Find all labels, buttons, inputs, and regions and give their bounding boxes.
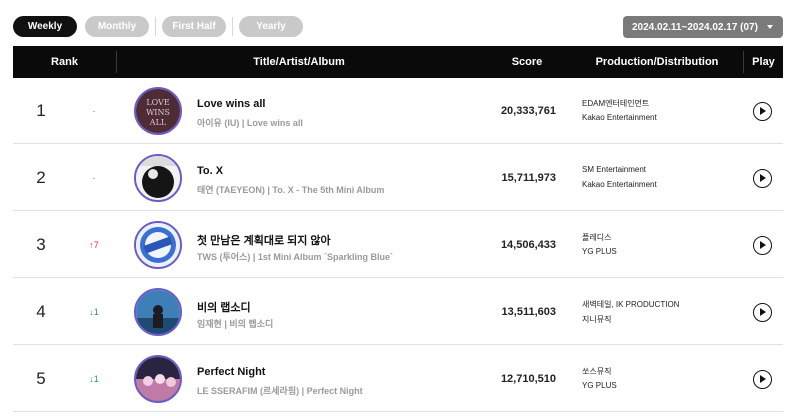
column-header-score: Score	[511, 56, 543, 68]
svg-text:WINS: WINS	[146, 108, 170, 117]
play-icon[interactable]	[753, 370, 772, 389]
rank-change: ↓1	[89, 374, 99, 384]
rank-change: -	[92, 173, 96, 183]
album-art	[134, 288, 182, 336]
rank-number: 3	[36, 235, 46, 254]
date-range-select[interactable]: 2024.02.11~2024.02.17 (07)	[623, 16, 783, 38]
distribution-company: Kakao Entertainment	[582, 180, 657, 189]
tab-divider	[232, 17, 233, 36]
header-divider	[743, 51, 744, 73]
production-company: SM Entertainment	[582, 165, 647, 174]
header-divider	[116, 51, 117, 73]
column-header-production: Production/Distribution	[595, 56, 719, 68]
song-title[interactable]: 비의 랩소디	[197, 302, 251, 314]
tab-divider	[155, 17, 156, 36]
chart-row: 3 ↑7 첫 만남은 계획대로 되지 않아 TWS (투어스) | 1st Mi…	[13, 212, 783, 278]
score-value: 12,710,510	[500, 373, 556, 385]
artist-album: LE SSERAFIM (르세라핌) | Perfect Night	[197, 386, 363, 396]
play-icon[interactable]	[753, 236, 772, 255]
song-title[interactable]: Love wins all	[197, 98, 266, 110]
song-title[interactable]: 첫 만남은 계획대로 되지 않아	[197, 235, 331, 247]
tab-monthly[interactable]: Monthly	[85, 16, 149, 37]
chart-row: 5 ↓1 Perfect Night LE SSERAFIM (르세라핌) | …	[13, 346, 783, 412]
score-value: 13,511,603	[501, 306, 556, 318]
album-art: LOVE WINS ALL	[134, 87, 182, 135]
rank-change: -	[92, 106, 96, 116]
distribution-company: 지니뮤직	[582, 315, 612, 324]
rank-change: ↑7	[89, 240, 99, 250]
tab-yearly[interactable]: Yearly	[239, 16, 303, 37]
rank-number: 2	[36, 168, 46, 187]
artist-album: 아이유 (IU) | Love wins all	[197, 118, 303, 128]
production-company: EDAM엔터테인먼트	[582, 99, 650, 108]
artist-album: TWS (투어스) | 1st Mini Album `Sparkling Bl…	[197, 252, 394, 262]
table-header: Rank Title/Artist/Album Score Production…	[13, 46, 783, 78]
tab-first-half[interactable]: First Half	[162, 16, 226, 37]
production-company: 새벽테일, IK PRODUCTION	[582, 300, 680, 309]
artist-album: 태연 (TAEYEON) | To. X - The 5th Mini Albu…	[197, 185, 385, 195]
score-value: 14,506,433	[500, 239, 556, 251]
rank-number: 5	[36, 369, 46, 388]
rank-number: 4	[36, 302, 46, 321]
production-company: 플레디스	[582, 233, 612, 242]
play-icon[interactable]	[753, 102, 772, 121]
rank-number: 1	[36, 101, 46, 120]
date-range-value: 2024.02.11~2024.02.17 (07)	[632, 21, 758, 33]
distribution-company: Kakao Entertainment	[582, 113, 657, 122]
production-company: 쏘스뮤직	[582, 367, 612, 376]
period-tabs: Weekly Monthly First Half Yearly	[13, 16, 303, 37]
chart-row: 2 - To. X 태연 (TAEYEON) | To. X - The 5th…	[13, 145, 783, 211]
album-art	[134, 355, 182, 403]
score-value: 15,711,973	[501, 172, 556, 184]
play-icon[interactable]	[753, 169, 772, 188]
column-header-title: Title/Artist/Album	[253, 56, 345, 68]
artist-album: 임재현 | 비의 랩소디	[197, 319, 274, 329]
column-header-rank: Rank	[51, 56, 78, 68]
tab-weekly[interactable]: Weekly	[13, 16, 77, 37]
distribution-company: YG PLUS	[582, 381, 617, 390]
album-art	[134, 154, 182, 202]
album-art	[134, 221, 182, 269]
song-title[interactable]: To. X	[197, 165, 224, 177]
chart-row: 1 - LOVE WINS ALL Love wins all 아이유 (IU)…	[13, 78, 783, 144]
play-icon[interactable]	[753, 303, 772, 322]
rank-change: ↓1	[89, 307, 99, 317]
column-header-play: Play	[752, 56, 775, 68]
svg-text:ALL: ALL	[149, 118, 167, 127]
chevron-down-icon	[767, 25, 773, 29]
chart-row: 4 ↓1 비의 랩소디 임재현 | 비의 랩소디 13,511,603 새벽테일…	[13, 279, 783, 345]
score-value: 20,333,761	[500, 105, 556, 117]
song-title[interactable]: Perfect Night	[197, 366, 266, 378]
distribution-company: YG PLUS	[582, 247, 617, 256]
svg-text:LOVE: LOVE	[146, 98, 170, 107]
